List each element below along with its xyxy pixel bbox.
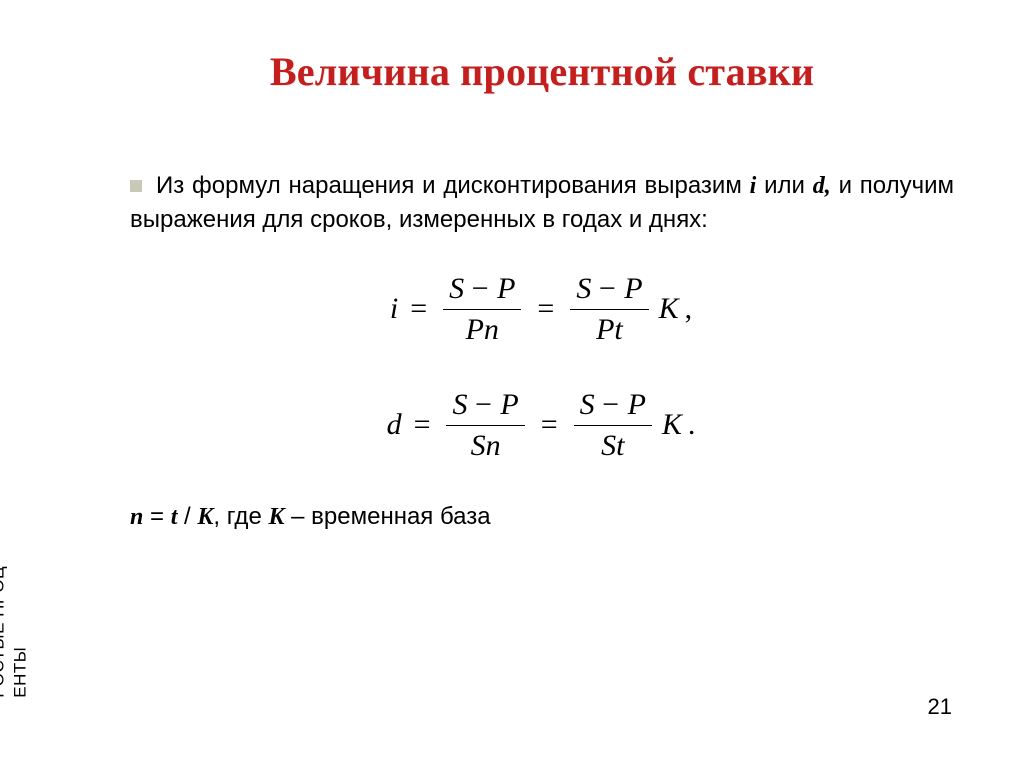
f2-frac1-num-l: S [452, 388, 467, 421]
f1-frac2: S − P Pt [566, 271, 652, 347]
f1-eq1: = [408, 292, 429, 326]
f2-eq1: = [412, 408, 433, 442]
bullet-icon [130, 180, 142, 192]
f1-frac2-num-l: S [576, 272, 591, 305]
var-d: d, [813, 173, 831, 199]
slide: Величина процентной ставки Из формул нар… [0, 0, 1024, 768]
f1-frac2-den: Pt [590, 312, 629, 348]
f1-eq2: = [535, 292, 556, 326]
fn-K: K [197, 504, 213, 530]
text-part-2: или [756, 172, 812, 199]
f2-frac1: S − P Sn [442, 387, 528, 463]
f1-frac2-num-r: P [624, 272, 642, 305]
fn-n: n [130, 504, 143, 530]
text-part-1: Из формул наращения и дисконтирования вы… [156, 172, 750, 199]
f1-frac2-minus: − [599, 272, 617, 305]
fn-K2: K [268, 504, 284, 530]
f2-frac2-den: St [595, 428, 630, 464]
f2-frac1-num-r: P [500, 388, 518, 421]
f2-frac1-minus: − [475, 388, 493, 421]
slide-title: Величина процентной ставки [130, 48, 954, 95]
formula-d: d = S − P Sn = S − P St K. [130, 387, 954, 463]
f2-frac1-den: Sn [465, 428, 507, 464]
f2-eq2: = [539, 408, 560, 442]
f1-K: K [659, 292, 679, 326]
formula-i: i = S − P Pn = S − P Pt K, [130, 271, 954, 347]
f2-K: K [662, 408, 682, 442]
f1-frac1-minus: − [472, 272, 490, 305]
f1-lhs: i [390, 292, 398, 326]
footnote: n = t / K, где K – временная база [130, 503, 954, 531]
f2-frac2-num-l: S [580, 388, 595, 421]
page-number: 21 [928, 694, 952, 720]
intro-paragraph: Из формул наращения и дисконтирования вы… [130, 169, 954, 237]
f1-frac1: S − P Pn [439, 271, 525, 347]
f1-frac1-num-l: S [449, 272, 464, 305]
sidebar-label: Лекция 1. П РОСТЫЕ ПРОЦ ЕНТЫ [0, 438, 30, 698]
f2-frac2-num-r: P [628, 388, 646, 421]
fn-slash: / [177, 503, 197, 530]
f1-frac1-num-r: P [497, 272, 515, 305]
fn-eq: = [143, 503, 170, 530]
fn-rest: – временная база [284, 503, 490, 530]
f2-lhs: d [387, 408, 402, 442]
fn-comma: , где [213, 503, 268, 530]
f2-frac2: S − P St [570, 387, 656, 463]
f2-frac2-minus: − [602, 388, 620, 421]
f1-frac1-den: Pn [460, 312, 505, 348]
f2-punct: . [686, 408, 698, 442]
f1-punct: , [683, 292, 695, 326]
